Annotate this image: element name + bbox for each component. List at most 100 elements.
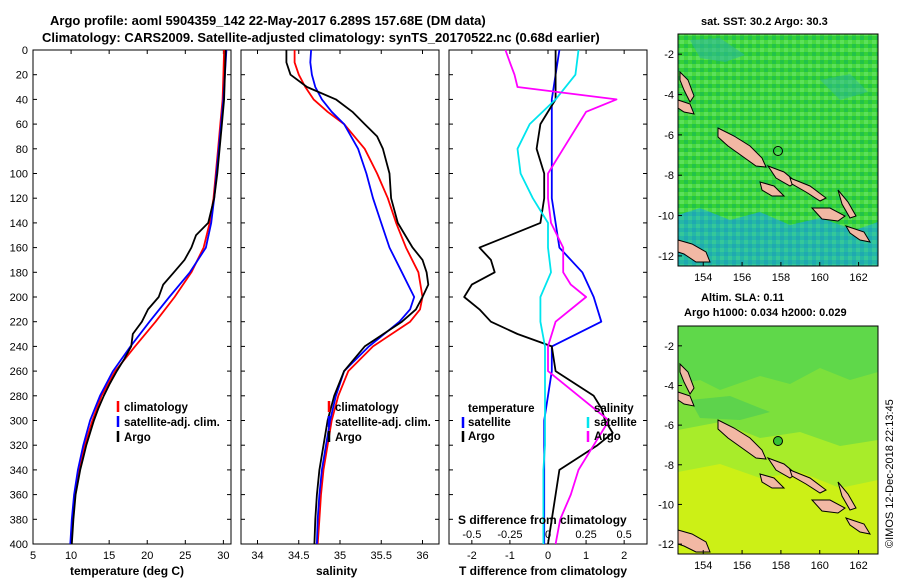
x-tick-label: 36 bbox=[416, 550, 428, 562]
map-x-tick-label: 156 bbox=[733, 560, 751, 572]
island bbox=[677, 362, 872, 553]
series-line-satellite bbox=[309, 49, 416, 545]
sst-map-title: sat. SST: 30.2 Argo: 30.3 bbox=[701, 16, 828, 28]
series-line-s-satellite bbox=[516, 49, 580, 544]
island-new-georgia bbox=[759, 181, 786, 197]
sst-map-axes: 154 156 158 160 162 -2 -4 -6 -8 -10 -12 bbox=[658, 49, 868, 284]
map-y-tick-label: -6 bbox=[664, 420, 674, 432]
map-y-tick-label: -6 bbox=[664, 130, 674, 142]
x-tick-label: 35.5 bbox=[371, 550, 392, 562]
salinity-axis: 34 34.5 35 35.5 36 bbox=[251, 50, 429, 562]
argo-position-marker bbox=[773, 436, 783, 446]
series-line-s-argo bbox=[504, 49, 618, 545]
island-malaita bbox=[837, 189, 857, 219]
map-x-tick-label: 154 bbox=[694, 272, 712, 284]
map-y-tick-label: -10 bbox=[658, 211, 674, 223]
legend-label-climatology: climatology bbox=[335, 402, 400, 414]
x-tick-label: 0 bbox=[545, 550, 551, 562]
sst-map bbox=[677, 33, 879, 267]
island-makira bbox=[844, 225, 872, 243]
sst-cool-patch bbox=[820, 74, 868, 100]
depth-tick-label: 240 bbox=[10, 341, 28, 353]
map-x-tick-label: 162 bbox=[849, 272, 867, 284]
legend-title-salinity: salinity bbox=[594, 403, 634, 415]
difference-axis: -2 -1 0 1 2 -0.5 -0.25 0 0.25 0.5 bbox=[462, 50, 632, 562]
sst-map-frame bbox=[677, 33, 879, 267]
island-new-ireland bbox=[679, 70, 695, 103]
depth-tick-label: 60 bbox=[16, 119, 28, 131]
legend-label-s-satellite: satellite bbox=[594, 417, 637, 429]
temperature-panel bbox=[32, 49, 232, 545]
x-tick-label: 34 bbox=[251, 550, 263, 562]
island-new-georgia bbox=[759, 473, 786, 489]
map-x-tick-label: 160 bbox=[811, 560, 829, 572]
x-tick-label: -2 bbox=[467, 550, 477, 562]
temperature-series bbox=[69, 49, 228, 545]
map-y-tick-label: -4 bbox=[664, 90, 674, 102]
depth-tick-label: 380 bbox=[10, 514, 28, 526]
series-line-argo bbox=[70, 49, 227, 545]
sla-map-title: Altim. SLA: 0.11 bbox=[701, 292, 784, 304]
depth-tick-label: 300 bbox=[10, 416, 28, 428]
x-tick-label: 25 bbox=[179, 550, 191, 562]
map-x-tick-label: 162 bbox=[849, 560, 867, 572]
x-tick-label: 10 bbox=[65, 550, 77, 562]
island-guadalcanal bbox=[810, 499, 846, 514]
island-bougainville bbox=[717, 419, 767, 460]
map-y-tick-label: -10 bbox=[658, 499, 674, 511]
legend-label-argo: Argo bbox=[335, 432, 362, 444]
island-guadalcanal bbox=[810, 207, 846, 222]
x-tick-label: 30 bbox=[217, 550, 229, 562]
depth-axis: 0 20 40 60 80 100 120 140 160 180 200 220 240 260 280 3… bbox=[10, 45, 647, 551]
temperature-legend: climatology satellite-adj. clim. Argo bbox=[116, 401, 220, 444]
legend-label-s-argo: Argo bbox=[594, 431, 621, 443]
map-y-tick-label: -8 bbox=[664, 460, 674, 472]
series-line-climatology bbox=[293, 50, 424, 545]
depth-tick-label: 360 bbox=[10, 490, 28, 502]
island bbox=[677, 70, 872, 263]
temperature-xlabel: temperature (deg C) bbox=[70, 564, 184, 578]
map-y-tick-label: -2 bbox=[664, 49, 674, 61]
s-tick-label: 0.5 bbox=[617, 529, 632, 541]
s-tick-label: -0.5 bbox=[462, 529, 481, 541]
legend-label-t-argo: Argo bbox=[468, 431, 495, 443]
x-tick-label: 15 bbox=[103, 550, 115, 562]
salinity-series bbox=[285, 49, 430, 545]
s-tick-label: 0 bbox=[545, 529, 551, 541]
salinity-xlabel: salinity bbox=[316, 564, 358, 578]
x-tick-label: 20 bbox=[141, 550, 153, 562]
map-y-tick-label: -2 bbox=[664, 341, 674, 353]
island-malaita bbox=[837, 481, 857, 511]
depth-tick-label: 220 bbox=[10, 317, 28, 329]
map-x-tick-label: 154 bbox=[694, 560, 712, 572]
depth-tick-label: 160 bbox=[10, 243, 28, 255]
salinity-legend: climatology satellite-adj. clim. Argo bbox=[327, 401, 431, 444]
x-tick-label: 35 bbox=[334, 550, 346, 562]
depth-tick-label: 120 bbox=[10, 193, 28, 205]
difference-xlabel: T difference from climatology bbox=[459, 564, 627, 578]
legend-label-argo: Argo bbox=[124, 432, 151, 444]
depth-tick-label: 100 bbox=[10, 169, 28, 181]
sla-band bbox=[678, 462, 878, 554]
difference-xlabel-top: S difference from climatology bbox=[458, 513, 627, 527]
x-tick-label: 5 bbox=[30, 550, 36, 562]
depth-tick-label: 260 bbox=[10, 366, 28, 378]
island-santa-isabel bbox=[789, 469, 827, 494]
x-tick-label: 34.5 bbox=[288, 550, 309, 562]
x-tick-label: 2 bbox=[621, 550, 627, 562]
salinity-panel bbox=[240, 49, 440, 545]
difference-legend: temperature satellite Argo salinity sate… bbox=[461, 403, 637, 443]
legend-label-t-satellite: satellite bbox=[468, 417, 511, 429]
map-y-tick-label: -4 bbox=[664, 380, 674, 392]
map-y-tick-label: -12 bbox=[658, 251, 674, 263]
sla-map-frame bbox=[677, 325, 879, 555]
depth-tick-label: 340 bbox=[10, 465, 28, 477]
depth-tick-label: 20 bbox=[16, 70, 28, 82]
depth-tick-label: 80 bbox=[16, 144, 28, 156]
island-bougainville bbox=[717, 127, 767, 168]
series-line-t-argo bbox=[463, 50, 614, 545]
depth-tick-label: 280 bbox=[10, 391, 28, 403]
island-new-ireland bbox=[679, 362, 695, 395]
sla-band bbox=[678, 326, 878, 390]
